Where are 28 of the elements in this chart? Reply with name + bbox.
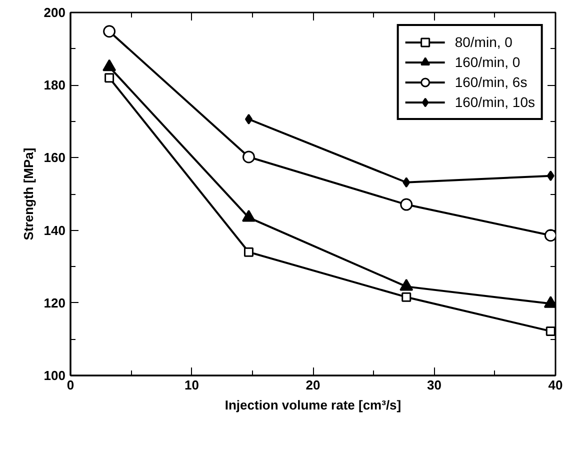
point <box>402 292 412 302</box>
point <box>402 177 410 188</box>
legend-label: 160/min, 6s <box>454 74 528 90</box>
legend-label: 160/min, 0 <box>454 54 520 70</box>
point <box>244 247 254 257</box>
x-tick-label: 40 <box>548 378 563 392</box>
y-tick-label: 120 <box>44 295 66 310</box>
point <box>544 229 556 242</box>
legend-label: 80/min, 0 <box>454 34 512 50</box>
point <box>104 73 114 83</box>
y-tick-label: 160 <box>44 150 66 166</box>
point <box>244 114 252 124</box>
x-tick-label: 0 <box>66 378 74 392</box>
point <box>546 326 556 336</box>
y-tick-label: 200 <box>44 5 66 20</box>
x-axis-title: Injection volume rate [cm³/s] <box>224 398 402 412</box>
point <box>242 150 255 164</box>
x-tick-label: 30 <box>427 378 442 392</box>
point <box>103 25 116 38</box>
legend-label: 160/min, 10s <box>454 94 535 110</box>
x-tick-label: 10 <box>184 378 199 392</box>
point <box>400 198 413 211</box>
point <box>546 170 554 182</box>
y-tick-label: 180 <box>44 78 66 93</box>
x-tick-label: 20 <box>306 378 320 392</box>
y-axis-title: Strength [MPa] <box>20 148 36 240</box>
y-tick-label: 100 <box>44 368 66 383</box>
y-tick-label: 140 <box>44 222 66 238</box>
